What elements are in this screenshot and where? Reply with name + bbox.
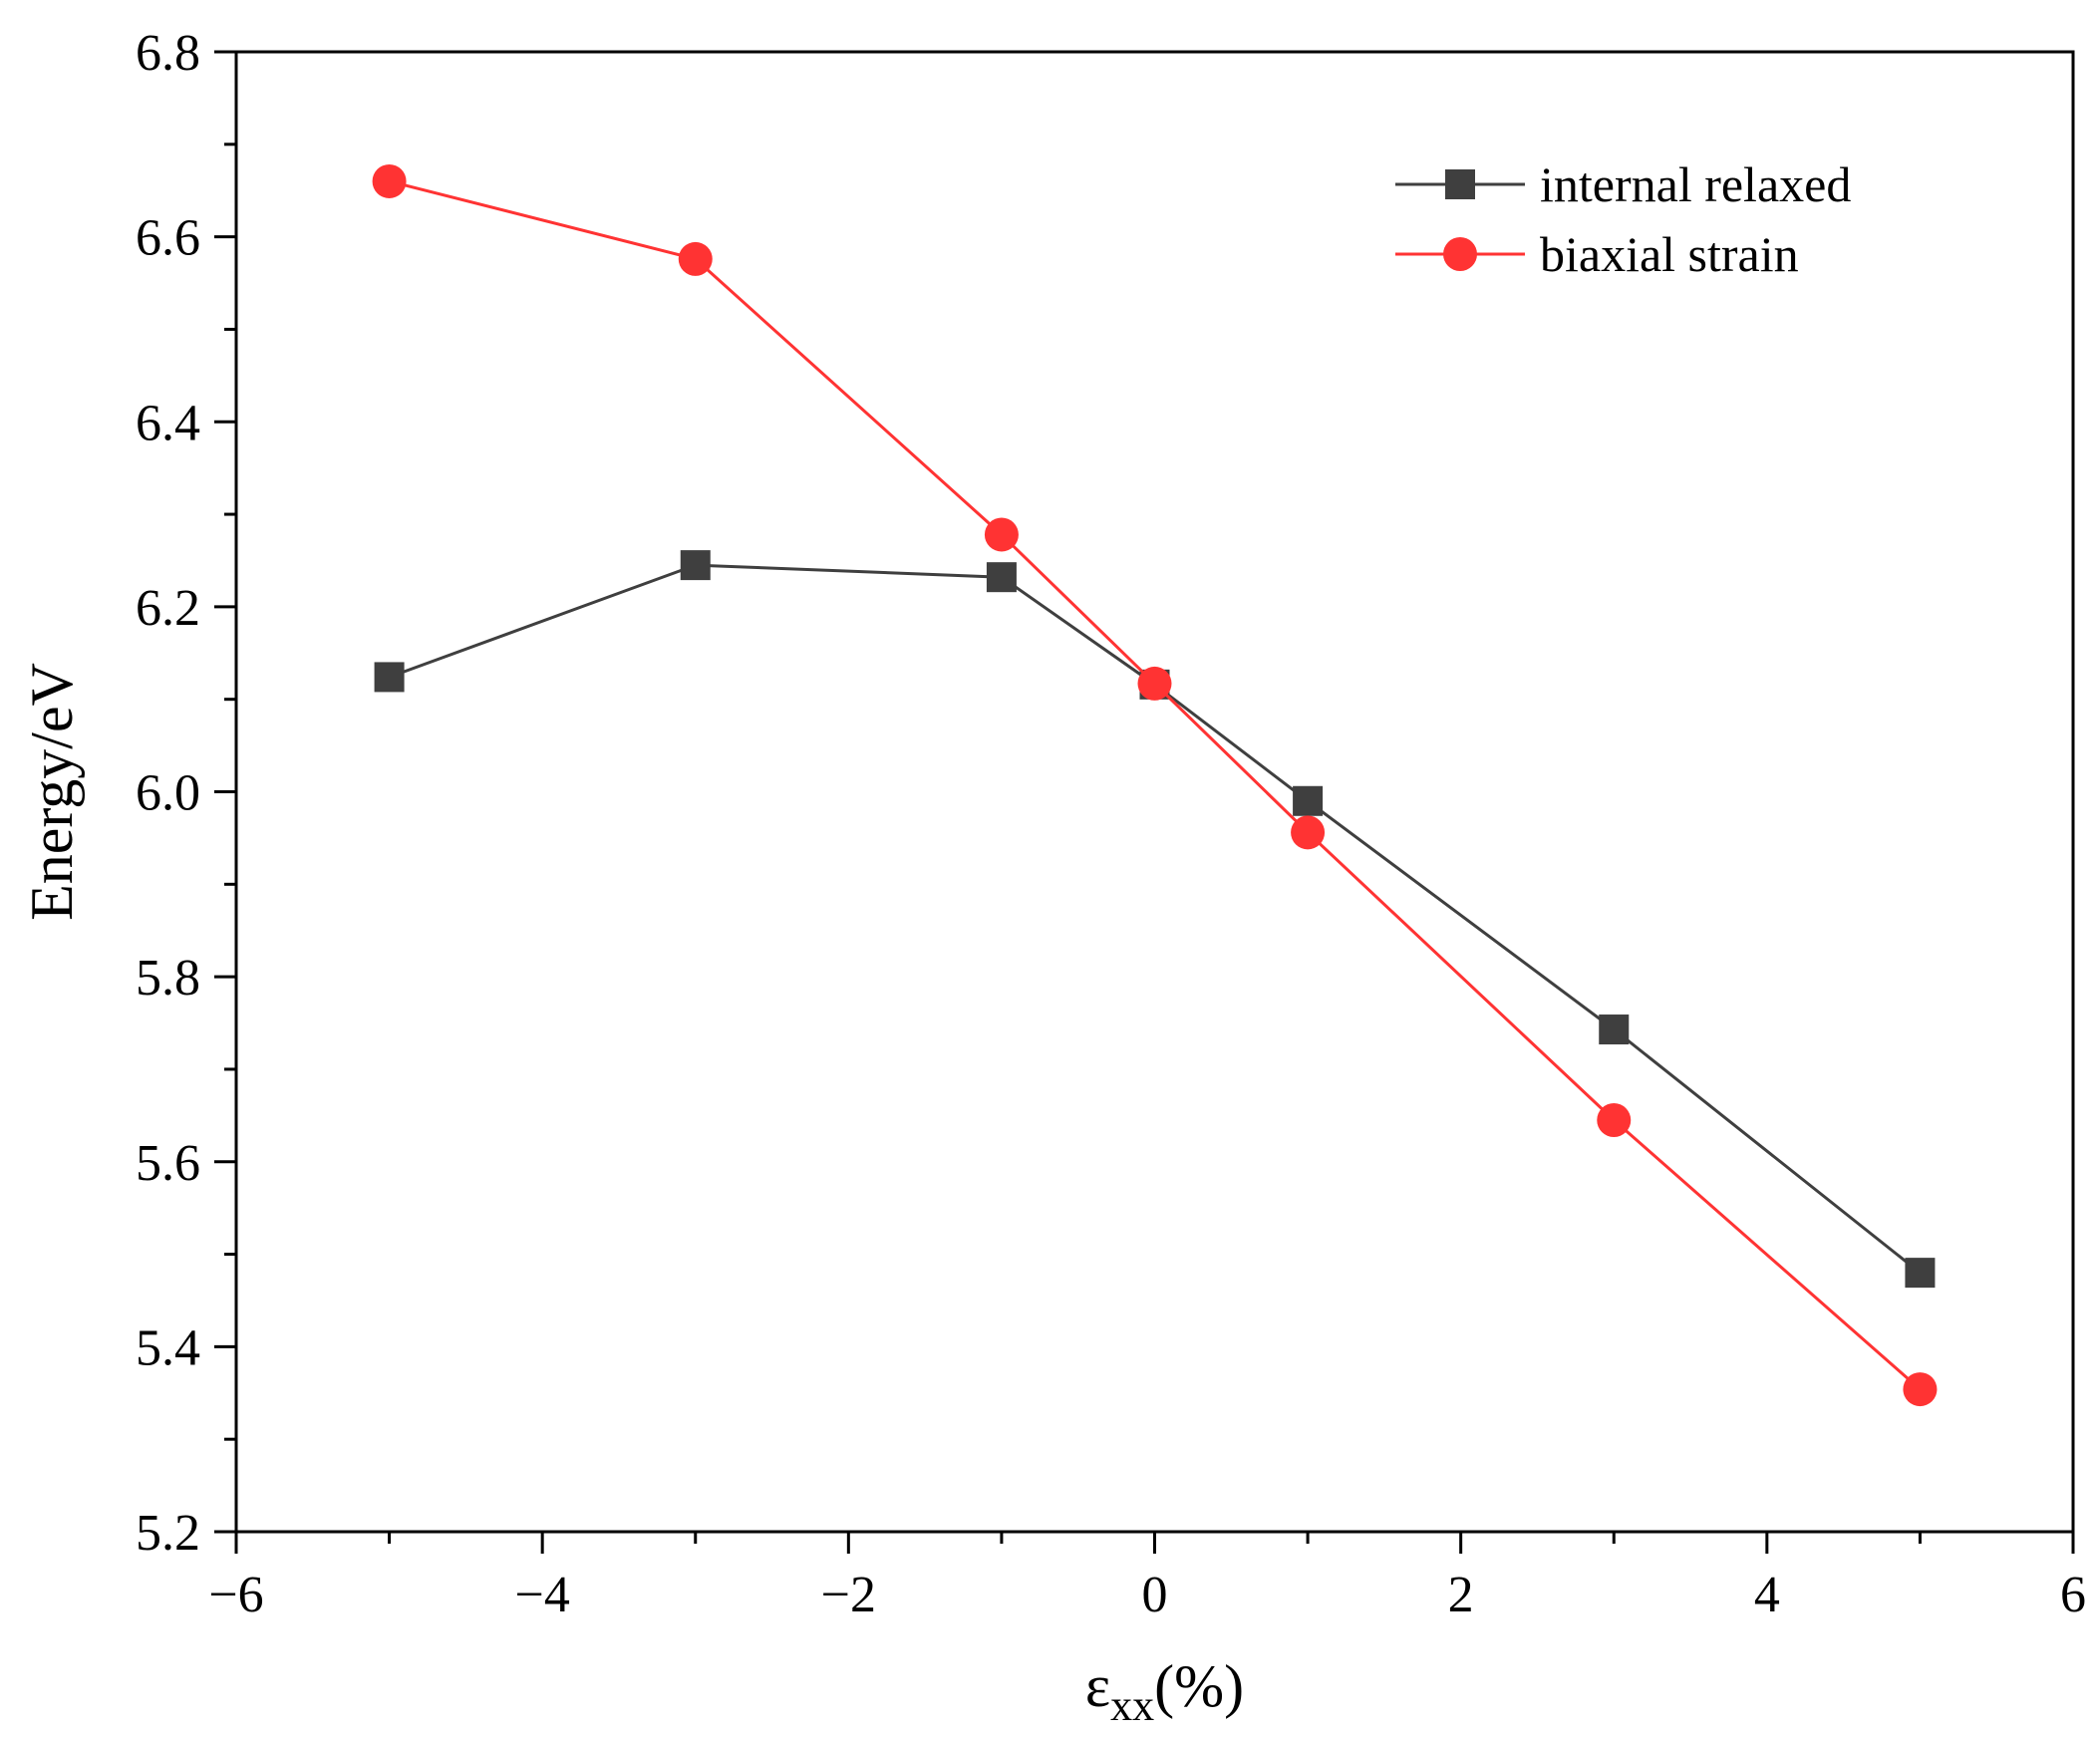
legend-label: biaxial strain [1540, 226, 1799, 282]
square-marker [1599, 1014, 1630, 1045]
axes: −6 −4 −2 0 2 4 6 5.2 5.4 5.6 5.8 6.0 6.2 6.4 6.6 6.8 [136, 25, 2086, 1623]
series-layer [372, 163, 1938, 1407]
circle-marker [1597, 1102, 1632, 1137]
y-tick-label: 5.6 [136, 1135, 200, 1192]
square-marker [1293, 785, 1324, 816]
circle-marker [678, 241, 713, 276]
x-tick-label: −2 [821, 1567, 876, 1623]
y-tick-label: 5.4 [136, 1319, 200, 1376]
x-axis-title-subscript: xx [1110, 1681, 1154, 1730]
y-tick-label: 6.6 [136, 210, 200, 267]
legend-marker [1445, 169, 1475, 199]
x-tick-label: 2 [1448, 1567, 1474, 1623]
circle-marker [1903, 1372, 1938, 1407]
x-tick-label: −6 [208, 1567, 263, 1623]
circle-marker [1137, 666, 1172, 701]
square-marker [680, 550, 711, 581]
square-marker [1905, 1258, 1936, 1289]
circle-marker [1291, 815, 1326, 850]
x-tick-label: 6 [2060, 1567, 2086, 1623]
square-marker [986, 562, 1017, 593]
y-tick-label: 6.4 [136, 395, 200, 451]
legend-label: internal relaxed [1540, 156, 1851, 212]
x-axis-title-unit: (%) [1154, 1653, 1244, 1719]
y-tick-label: 6.0 [136, 765, 200, 822]
x-tick-label: 4 [1754, 1567, 1780, 1623]
circle-marker [984, 517, 1019, 552]
legend: internal relaxed biaxial strain [1395, 156, 1851, 282]
series-internal-relaxed [374, 550, 1936, 1289]
y-tick-label: 5.2 [136, 1505, 200, 1562]
square-marker [374, 662, 405, 693]
y-tick-label: 6.8 [136, 25, 200, 82]
legend-marker [1443, 237, 1477, 271]
series-line [389, 179, 1922, 1391]
x-axis-title: εxx(%) [1085, 1653, 1244, 1730]
y-tick-label: 5.8 [136, 950, 200, 1007]
series-biaxial-strain [372, 163, 1938, 1407]
x-tick-label: −4 [515, 1567, 570, 1623]
axis-titles: εxx(%) Energy/eV [19, 663, 1244, 1730]
circle-marker [372, 163, 407, 198]
y-tick-label: 6.2 [136, 580, 200, 637]
x-tick-label: 0 [1142, 1567, 1168, 1623]
y-axis-title: Energy/eV [19, 663, 85, 921]
x-axis-title-symbol: ε [1085, 1653, 1110, 1719]
